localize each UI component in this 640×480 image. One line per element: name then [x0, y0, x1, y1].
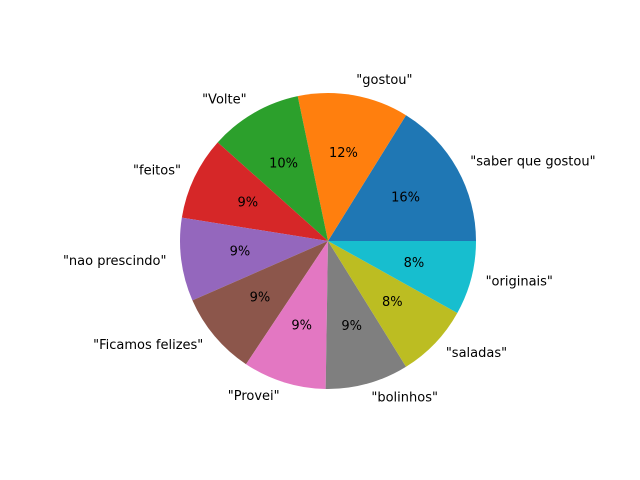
- pie-slices: [180, 93, 477, 389]
- slice-category-label: "saber que gostou": [470, 154, 595, 169]
- pie-slice-4: [180, 217, 328, 301]
- category-labels: "saber que gostou" "gostou" "Volte" "feitos…: [63, 73, 596, 405]
- slice-percent-label: 16%: [391, 190, 420, 205]
- slice-percent-label: 9%: [341, 319, 362, 334]
- slice-category-label: "originais": [486, 274, 553, 289]
- slice-category-label: "gostou": [356, 73, 412, 88]
- pie-slice-3: [181, 142, 328, 241]
- pie-slice-7: [325, 241, 407, 389]
- pie-slice-0: [328, 115, 477, 241]
- slice-category-label: "nao prescindo": [63, 254, 167, 269]
- pie-slice-2: [217, 96, 328, 241]
- slice-percent-label: 9%: [291, 318, 312, 333]
- slice-percent-label: 8%: [382, 295, 403, 310]
- pie-slice-6: [246, 241, 328, 389]
- pie-slice-5: [192, 241, 328, 365]
- slice-category-label: "Ficamos felizes": [93, 338, 203, 353]
- slice-category-label: "saladas": [446, 346, 507, 361]
- slice-percent-label: 9%: [238, 195, 259, 210]
- slice-category-label: "Provei": [228, 389, 280, 404]
- percent-labels: 16% 12% 10% 9% 9% 9% 9% 9% 8% 8%: [230, 146, 425, 334]
- pie-slice-1: [297, 93, 407, 241]
- slice-percent-label: 9%: [230, 245, 251, 260]
- slice-percent-label: 10%: [269, 157, 298, 172]
- pie-slice-9: [328, 241, 476, 313]
- slice-percent-label: 12%: [329, 146, 358, 161]
- slice-category-label: "feitos": [133, 164, 181, 179]
- slice-percent-label: 8%: [404, 256, 425, 271]
- slice-percent-label: 9%: [250, 291, 271, 306]
- pie-slice-8: [328, 241, 458, 367]
- slice-category-label: "bolinhos": [371, 390, 438, 405]
- slice-category-label: "Volte": [202, 93, 247, 108]
